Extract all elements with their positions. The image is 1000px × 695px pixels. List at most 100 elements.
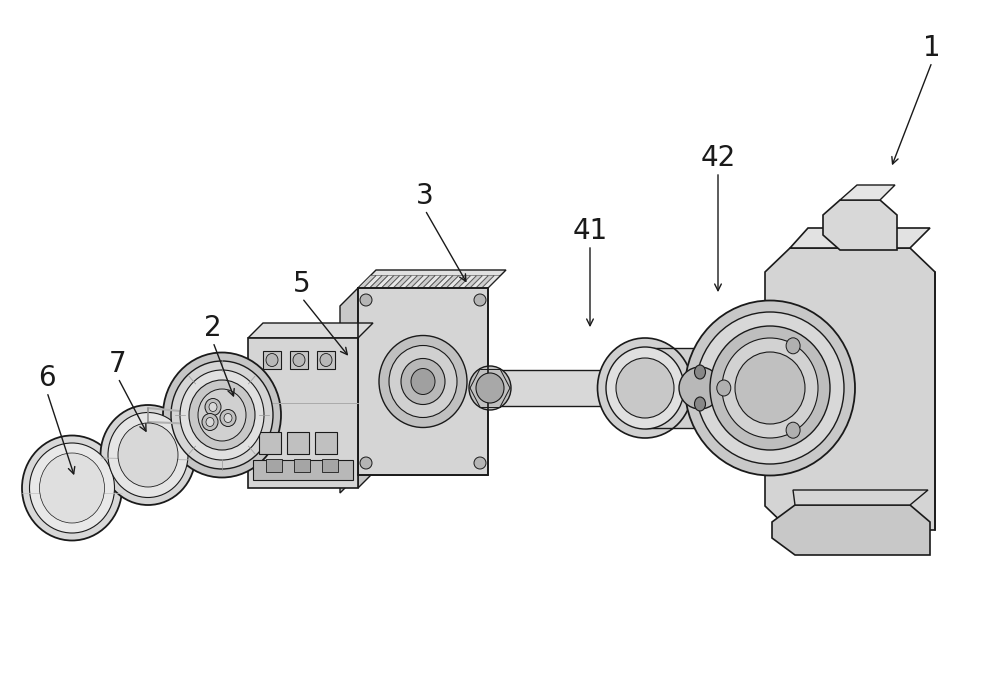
Polygon shape <box>388 288 393 475</box>
Polygon shape <box>411 288 417 475</box>
Ellipse shape <box>189 380 255 450</box>
Polygon shape <box>840 185 895 200</box>
Ellipse shape <box>224 414 232 423</box>
Polygon shape <box>290 351 308 369</box>
Text: 42: 42 <box>700 144 736 172</box>
Ellipse shape <box>717 380 731 396</box>
Polygon shape <box>315 432 337 454</box>
Ellipse shape <box>389 345 457 418</box>
Ellipse shape <box>171 361 273 469</box>
Text: 7: 7 <box>109 350 127 378</box>
Polygon shape <box>266 459 282 472</box>
Polygon shape <box>358 270 506 288</box>
Polygon shape <box>447 275 465 288</box>
Polygon shape <box>294 459 310 472</box>
Ellipse shape <box>360 457 372 469</box>
Polygon shape <box>423 275 441 288</box>
Polygon shape <box>411 275 429 288</box>
Polygon shape <box>382 275 400 288</box>
Polygon shape <box>263 351 281 369</box>
Polygon shape <box>358 288 488 475</box>
Polygon shape <box>423 288 428 475</box>
Polygon shape <box>482 275 500 288</box>
Ellipse shape <box>118 423 178 487</box>
Ellipse shape <box>598 338 692 438</box>
Ellipse shape <box>616 358 674 418</box>
Ellipse shape <box>40 453 105 523</box>
Polygon shape <box>645 348 700 428</box>
Ellipse shape <box>685 300 855 475</box>
Ellipse shape <box>401 359 445 404</box>
Polygon shape <box>464 275 482 288</box>
Polygon shape <box>453 275 470 288</box>
Ellipse shape <box>786 422 800 438</box>
Polygon shape <box>447 288 452 475</box>
Polygon shape <box>393 288 399 475</box>
Ellipse shape <box>30 443 115 533</box>
Polygon shape <box>248 338 358 488</box>
Polygon shape <box>405 288 411 475</box>
Polygon shape <box>772 505 930 555</box>
Ellipse shape <box>735 352 805 424</box>
Ellipse shape <box>469 366 511 410</box>
Polygon shape <box>382 288 387 475</box>
Ellipse shape <box>710 326 830 450</box>
Text: 2: 2 <box>204 314 222 342</box>
Ellipse shape <box>679 367 721 409</box>
Text: 6: 6 <box>38 364 56 392</box>
Ellipse shape <box>163 352 281 477</box>
Polygon shape <box>823 200 897 250</box>
Ellipse shape <box>320 354 332 366</box>
Polygon shape <box>441 288 446 475</box>
Ellipse shape <box>206 418 214 427</box>
Ellipse shape <box>694 397 706 411</box>
Polygon shape <box>399 275 417 288</box>
Polygon shape <box>435 275 453 288</box>
Ellipse shape <box>266 354 278 366</box>
Polygon shape <box>453 288 458 475</box>
Polygon shape <box>441 275 459 288</box>
Polygon shape <box>358 288 363 475</box>
Polygon shape <box>399 288 405 475</box>
Ellipse shape <box>293 354 305 366</box>
Polygon shape <box>376 288 381 475</box>
Polygon shape <box>490 370 650 406</box>
Ellipse shape <box>205 398 221 416</box>
Ellipse shape <box>220 409 236 427</box>
Polygon shape <box>458 275 476 288</box>
Polygon shape <box>458 288 464 475</box>
Polygon shape <box>700 368 770 408</box>
Polygon shape <box>790 228 930 248</box>
Ellipse shape <box>180 370 264 460</box>
Ellipse shape <box>198 389 246 441</box>
Polygon shape <box>765 248 935 530</box>
Text: 3: 3 <box>416 182 434 210</box>
Polygon shape <box>370 288 375 475</box>
Text: 1: 1 <box>923 34 941 62</box>
Ellipse shape <box>722 338 818 438</box>
Ellipse shape <box>209 402 217 411</box>
Polygon shape <box>417 288 422 475</box>
Polygon shape <box>370 275 388 288</box>
Polygon shape <box>358 275 376 288</box>
Text: 41: 41 <box>572 217 608 245</box>
Polygon shape <box>393 275 411 288</box>
Polygon shape <box>476 275 494 288</box>
Ellipse shape <box>786 338 800 354</box>
Polygon shape <box>470 275 488 288</box>
Ellipse shape <box>360 294 372 306</box>
Polygon shape <box>364 275 382 288</box>
Polygon shape <box>417 275 435 288</box>
Ellipse shape <box>621 358 679 418</box>
Polygon shape <box>358 323 373 488</box>
Text: 5: 5 <box>293 270 311 298</box>
Polygon shape <box>476 288 482 475</box>
Ellipse shape <box>108 413 188 498</box>
Polygon shape <box>388 275 405 288</box>
Polygon shape <box>322 459 338 472</box>
Polygon shape <box>253 460 353 480</box>
Polygon shape <box>435 288 440 475</box>
Polygon shape <box>793 490 928 505</box>
Ellipse shape <box>476 373 504 403</box>
Ellipse shape <box>629 366 671 410</box>
